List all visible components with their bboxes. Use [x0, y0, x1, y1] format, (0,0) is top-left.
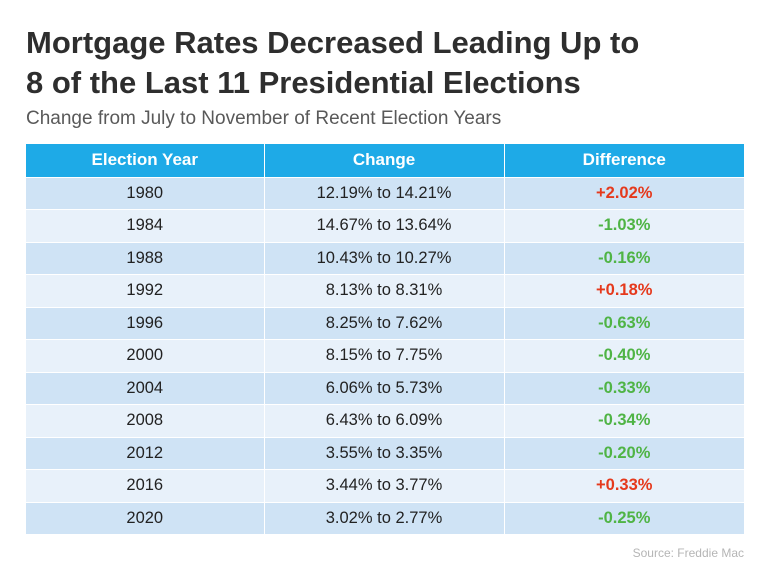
cell-election-year: 2008	[26, 404, 265, 438]
table-row: 2008 6.43% to 6.09% -0.34%	[26, 404, 744, 438]
cell-change: 3.02% to 2.77%	[264, 502, 505, 535]
cell-election-year: 2012	[26, 437, 265, 470]
table-row: 2016 3.44% to 3.77% +0.33%	[26, 469, 744, 503]
cell-change: 3.44% to 3.77%	[264, 469, 505, 503]
cell-difference: +0.33%	[504, 469, 744, 503]
rates-table: Election Year Change Difference 1980 12.1…	[26, 144, 744, 535]
cell-difference: -0.63%	[504, 307, 744, 340]
cell-difference: -0.33%	[504, 372, 744, 405]
cell-election-year: 2004	[26, 372, 265, 405]
cell-change: 8.13% to 8.31%	[264, 274, 505, 308]
cell-difference: -0.40%	[504, 339, 744, 373]
column-header-election-year: Election Year	[26, 144, 265, 178]
cell-election-year: 1984	[26, 209, 265, 243]
cell-election-year: 1996	[26, 307, 265, 340]
source-note: Source: Freddie Mac	[632, 546, 744, 560]
table-body: 1980 12.19% to 14.21% +2.02% 1984 14.67% to …	[26, 177, 744, 535]
cell-election-year: 1992	[26, 274, 265, 308]
table-row: 1996 8.25% to 7.62% -0.63%	[26, 307, 744, 340]
table-row: 2020 3.02% to 2.77% -0.25%	[26, 502, 744, 535]
cell-change: 8.25% to 7.62%	[264, 307, 505, 340]
cell-difference: +0.18%	[504, 274, 744, 308]
cell-difference: -0.16%	[504, 242, 744, 275]
cell-election-year: 2016	[26, 469, 265, 503]
cell-difference: -0.20%	[504, 437, 744, 470]
cell-change: 14.67% to 13.64%	[264, 209, 505, 243]
cell-change: 3.55% to 3.35%	[264, 437, 505, 470]
cell-election-year: 2020	[26, 502, 265, 535]
cell-difference: -0.25%	[504, 502, 744, 535]
table-row: 2012 3.55% to 3.35% -0.20%	[26, 437, 744, 470]
cell-change: 6.06% to 5.73%	[264, 372, 505, 405]
table-row: 1992 8.13% to 8.31% +0.18%	[26, 274, 744, 308]
rates-table-container: Election Year Change Difference 1980 12.1…	[26, 144, 744, 535]
cell-election-year: 1980	[26, 177, 265, 210]
chart-title-line-2: 8 of the Last 11 Presidential Elections	[26, 65, 581, 100]
column-header-change: Change	[264, 144, 505, 178]
table-row: 1980 12.19% to 14.21% +2.02%	[26, 177, 744, 210]
cell-change: 12.19% to 14.21%	[264, 177, 505, 210]
cell-difference: +2.02%	[504, 177, 744, 210]
chart-title: Mortgage Rates Decreased Leading Up to 8…	[26, 23, 756, 103]
table-row: 2000 8.15% to 7.75% -0.40%	[26, 339, 744, 373]
table-header-row: Election Year Change Difference	[26, 144, 744, 178]
cell-election-year: 2000	[26, 339, 265, 373]
chart-title-line-1: Mortgage Rates Decreased Leading Up to	[26, 25, 640, 60]
cell-difference: -0.34%	[504, 404, 744, 438]
cell-difference: -1.03%	[504, 209, 744, 243]
table-row: 1988 10.43% to 10.27% -0.16%	[26, 242, 744, 275]
cell-election-year: 1988	[26, 242, 265, 275]
chart-subtitle: Change from July to November of Recent E…	[26, 108, 502, 129]
cell-change: 10.43% to 10.27%	[264, 242, 505, 275]
cell-change: 6.43% to 6.09%	[264, 404, 505, 438]
table-row: 1984 14.67% to 13.64% -1.03%	[26, 209, 744, 243]
cell-change: 8.15% to 7.75%	[264, 339, 505, 373]
table-row: 2004 6.06% to 5.73% -0.33%	[26, 372, 744, 405]
column-header-difference: Difference	[504, 144, 744, 178]
